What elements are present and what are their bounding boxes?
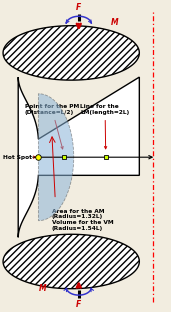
Text: Point for the PM
(Distance=L/2): Point for the PM (Distance=L/2) (25, 104, 79, 149)
Text: Hot Spot: Hot Spot (3, 155, 36, 160)
Polygon shape (38, 94, 74, 221)
Text: M: M (111, 18, 118, 27)
Text: F: F (76, 300, 81, 309)
Text: Area for the AM
(Radius=1.32L)
Volume for the VM
(Radius=1.54L): Area for the AM (Radius=1.32L) Volume fo… (52, 209, 114, 231)
Polygon shape (18, 77, 139, 237)
Text: Line for the
LM(length=2L): Line for the LM(length=2L) (80, 104, 130, 149)
Polygon shape (3, 26, 139, 80)
Text: M: M (39, 284, 47, 293)
Text: F: F (76, 2, 81, 12)
Polygon shape (3, 234, 139, 289)
